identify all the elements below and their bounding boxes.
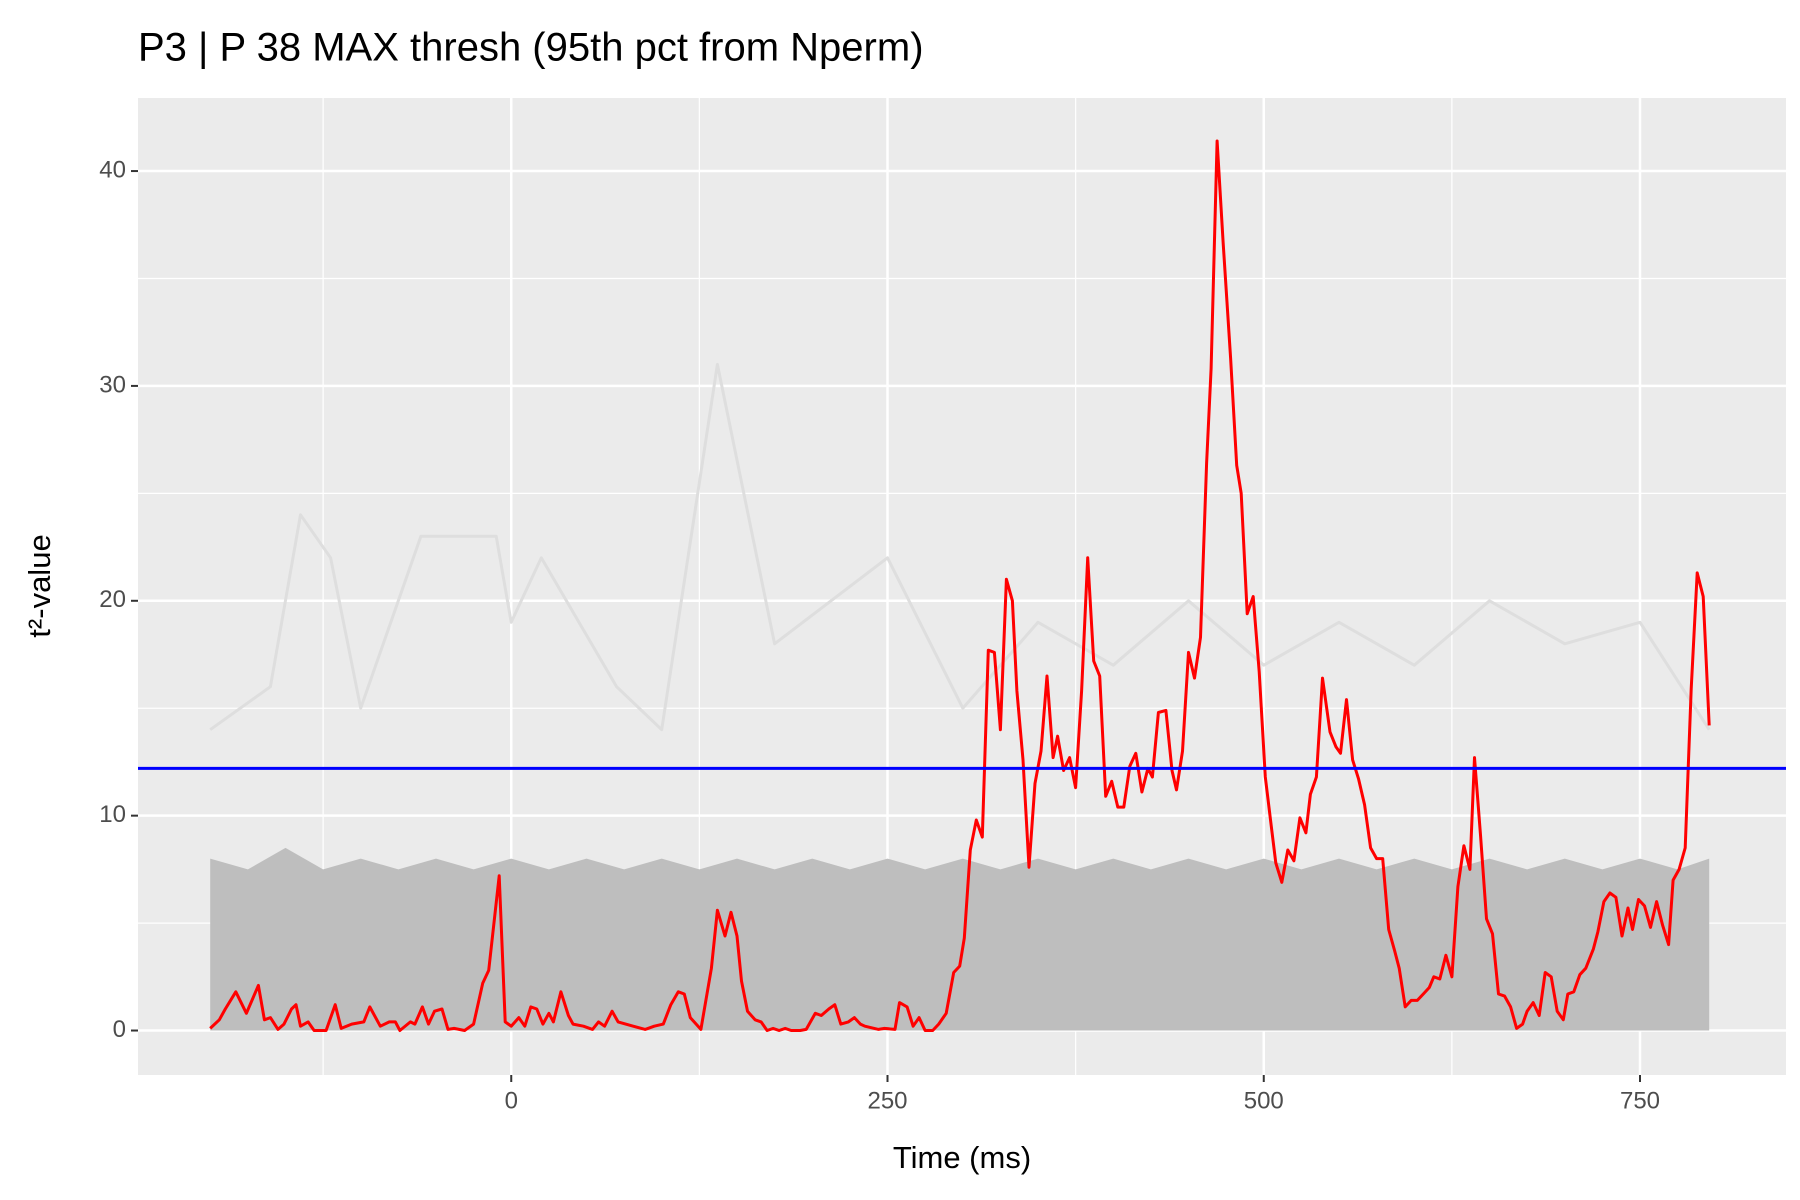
line xyxy=(209,139,1711,1032)
y-tick-label: 20 xyxy=(99,586,126,613)
y-tick-label: 40 xyxy=(99,156,126,183)
y-tick-label: 30 xyxy=(99,371,126,398)
y-tick-label: 10 xyxy=(99,801,126,828)
x-tick-label: 250 xyxy=(867,1087,907,1114)
y-tick-label: 0 xyxy=(113,1016,126,1043)
x-axis-title: Time (ms) xyxy=(893,1140,1031,1175)
chart-title: P3 | P 38 MAX thresh (95th pct from Nper… xyxy=(138,26,924,70)
line xyxy=(209,362,1711,732)
x-tick-label: 0 xyxy=(505,1087,518,1114)
y-axis-title: t²-value xyxy=(22,534,57,637)
x-tick-label: 500 xyxy=(1244,1087,1284,1114)
x-tick-label: 750 xyxy=(1620,1087,1660,1114)
area xyxy=(210,847,1710,1031)
